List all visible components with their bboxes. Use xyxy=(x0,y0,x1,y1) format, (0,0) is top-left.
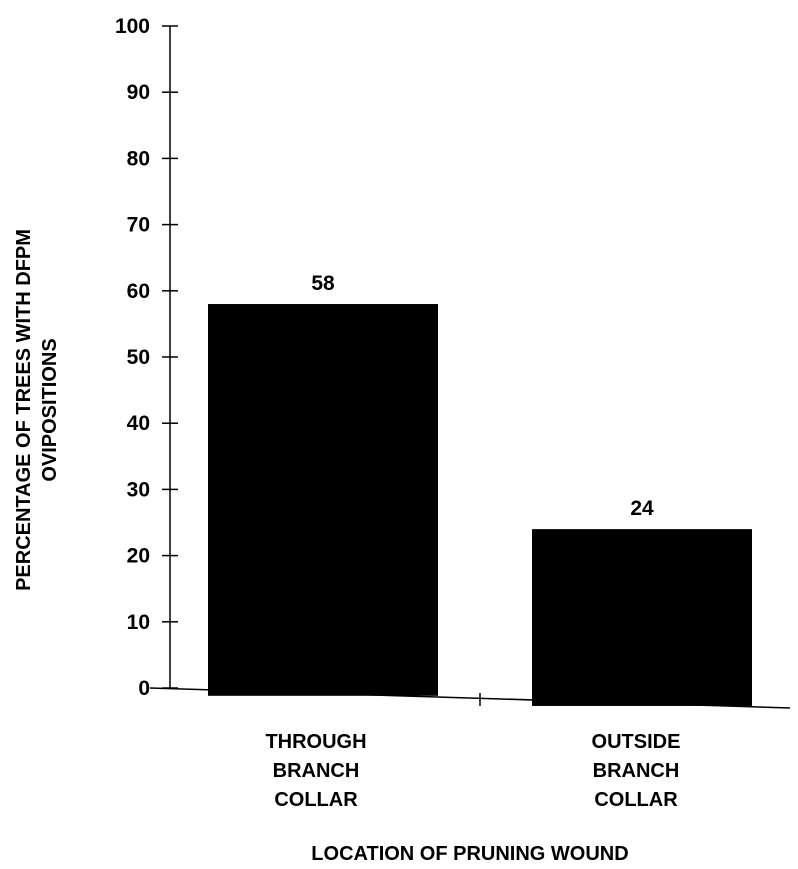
y-tick-label: 90 xyxy=(127,81,150,104)
y-axis-title: PERCENTAGE OF TREES WITH DFPM OVIPOSITION… xyxy=(13,229,61,591)
y-tick-label: 50 xyxy=(127,346,150,369)
category-label: THROUGH xyxy=(265,731,366,753)
bar-value-label: 58 xyxy=(311,272,335,295)
y-tick-label: 20 xyxy=(127,545,150,568)
x-axis-title: LOCATION OF PRUNING WOUND xyxy=(311,843,628,865)
bar xyxy=(532,529,752,706)
y-tick-label: 0 xyxy=(138,677,150,700)
bar-value-label: 24 xyxy=(630,497,654,520)
category-label: COLLAR xyxy=(274,789,358,811)
bars xyxy=(208,304,752,706)
y-axis-title-line: PERCENTAGE OF TREES WITH DFPM xyxy=(13,229,35,591)
bar xyxy=(208,304,438,696)
y-tick-label: 10 xyxy=(127,611,150,634)
category-label: COLLAR xyxy=(594,789,678,811)
bar-data-labels: 58 24 xyxy=(311,272,654,520)
y-tick-label: 40 xyxy=(127,412,150,435)
category-labels: THROUGH BRANCH COLLAR OUTSIDE BRANCH COLLAR xyxy=(265,731,680,811)
category-label: BRANCH xyxy=(593,760,680,782)
y-tick-label: 60 xyxy=(127,280,150,303)
y-axis-title-line: OVIPOSITIONS xyxy=(39,338,61,481)
y-tick-label: 70 xyxy=(127,214,150,237)
y-tick-label: 100 xyxy=(115,15,150,38)
y-tick-label: 30 xyxy=(127,478,150,501)
y-tick-label: 80 xyxy=(127,147,150,170)
y-axis: 0 10 20 30 40 50 60 70 80 90 100 xyxy=(115,15,178,700)
category-label: OUTSIDE xyxy=(592,731,681,753)
category-label: BRANCH xyxy=(273,760,360,782)
